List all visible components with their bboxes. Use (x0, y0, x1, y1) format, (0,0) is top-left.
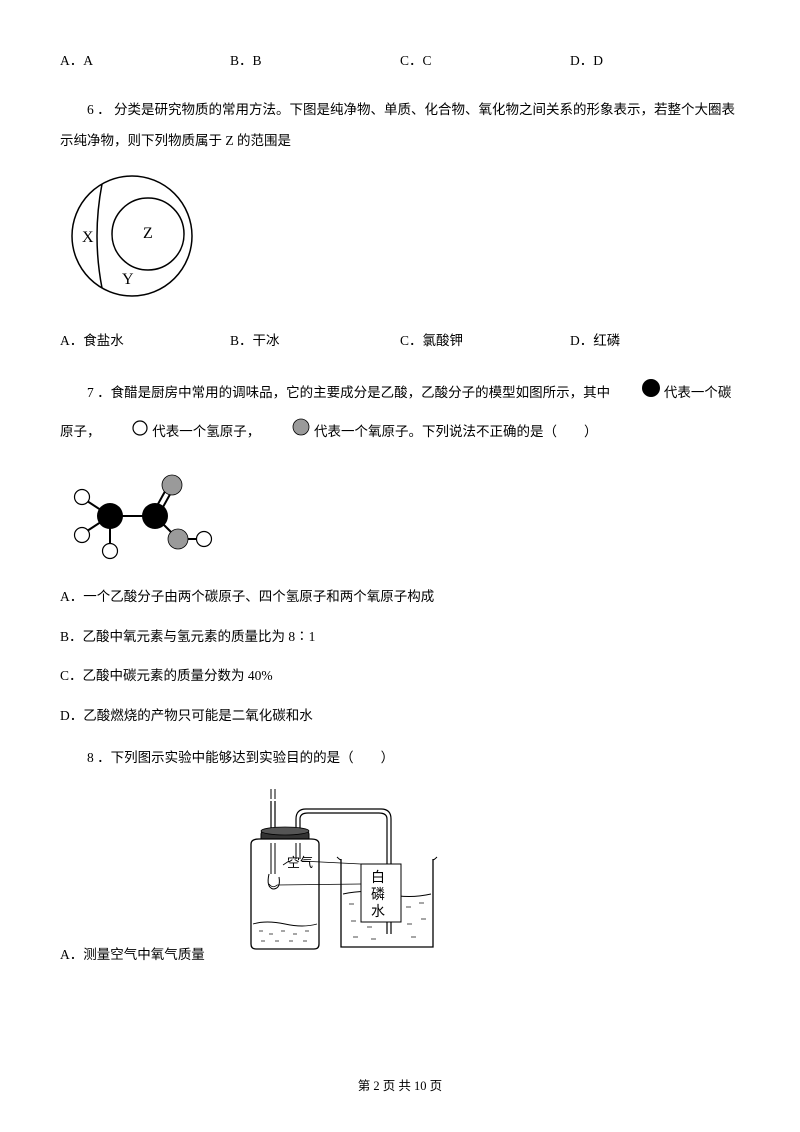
carbon-atom-icon (614, 375, 661, 413)
hydrogen-atom-icon (104, 414, 149, 452)
q5-opt-d: D．D (570, 50, 603, 72)
q6-stem: 6 ． 分类是研究物质的常用方法。下图是纯净物、单质、化合物、氧化物之间关系的形… (60, 94, 740, 156)
q8-opt-a: A．测量空气中氧气质量 (60, 944, 205, 966)
q6-opt-a: A．食盐水 (60, 330, 230, 352)
q5-options: A．A B．B C．C D．D (60, 50, 740, 72)
q5-opt-b: B．B (230, 50, 400, 72)
q7-opt-a: A．一个乙酸分子由两个碳原子、四个氢原子和两个氧原子构成 (60, 586, 740, 608)
page-footer: 第 2 页 共 10 页 (0, 1076, 800, 1096)
oxygen-atom-icon (264, 414, 311, 452)
label-air: 空气 (287, 855, 313, 870)
q6-venn-diagram: X Z Y (60, 166, 740, 313)
q7-molecule-diagram (60, 461, 740, 568)
q6-opt-b: B．干冰 (230, 330, 400, 352)
q7-stem-p1: 7 ．食醋是厨房中常用的调味品，它的主要成分是乙酸，乙酸分子的模型如图所示，其中 (87, 385, 610, 400)
q7-stem-p3: 代表一个氢原子， (152, 424, 260, 439)
label-phos-1: 白 (371, 870, 385, 886)
q7-opt-c: C．乙酸中碳元素的质量分数为 40% (60, 665, 740, 687)
q6-opt-c: C．氯酸钾 (400, 330, 570, 352)
label-water: 水 (371, 904, 385, 920)
q7-opt-b: B．乙酸中氧元素与氢元素的质量比为 8∶1 (60, 626, 740, 648)
q6-options: A．食盐水 B．干冰 C．氯酸钾 D．红磷 (60, 330, 740, 352)
q7-stem-p4: 代表一个氧原子。下列说法不正确的是（ ） (314, 424, 598, 439)
q5-opt-a: A．A (60, 50, 230, 72)
q6-opt-d: D．红磷 (570, 330, 620, 352)
q7-opt-d: D．乙酸燃烧的产物只可能是二氧化碳和水 (60, 705, 740, 727)
q8-stem: 8 ．下列图示实验中能够达到实验目的的是（ ） (60, 744, 740, 771)
q5-opt-c: C．C (400, 50, 570, 72)
q8-figure-row: A．测量空气中氧气质量 空气 (60, 789, 740, 966)
venn-label-y: Y (122, 271, 134, 288)
q8-apparatus-diagram: 空气 (211, 789, 441, 966)
q7-stem: 7 ．食醋是厨房中常用的调味品，它的主要成分是乙酸，乙酸分子的模型如图所示，其中… (60, 374, 740, 452)
venn-label-x: X (82, 229, 94, 246)
venn-label-z: Z (143, 225, 153, 242)
label-phos-2: 磷 (371, 887, 385, 903)
